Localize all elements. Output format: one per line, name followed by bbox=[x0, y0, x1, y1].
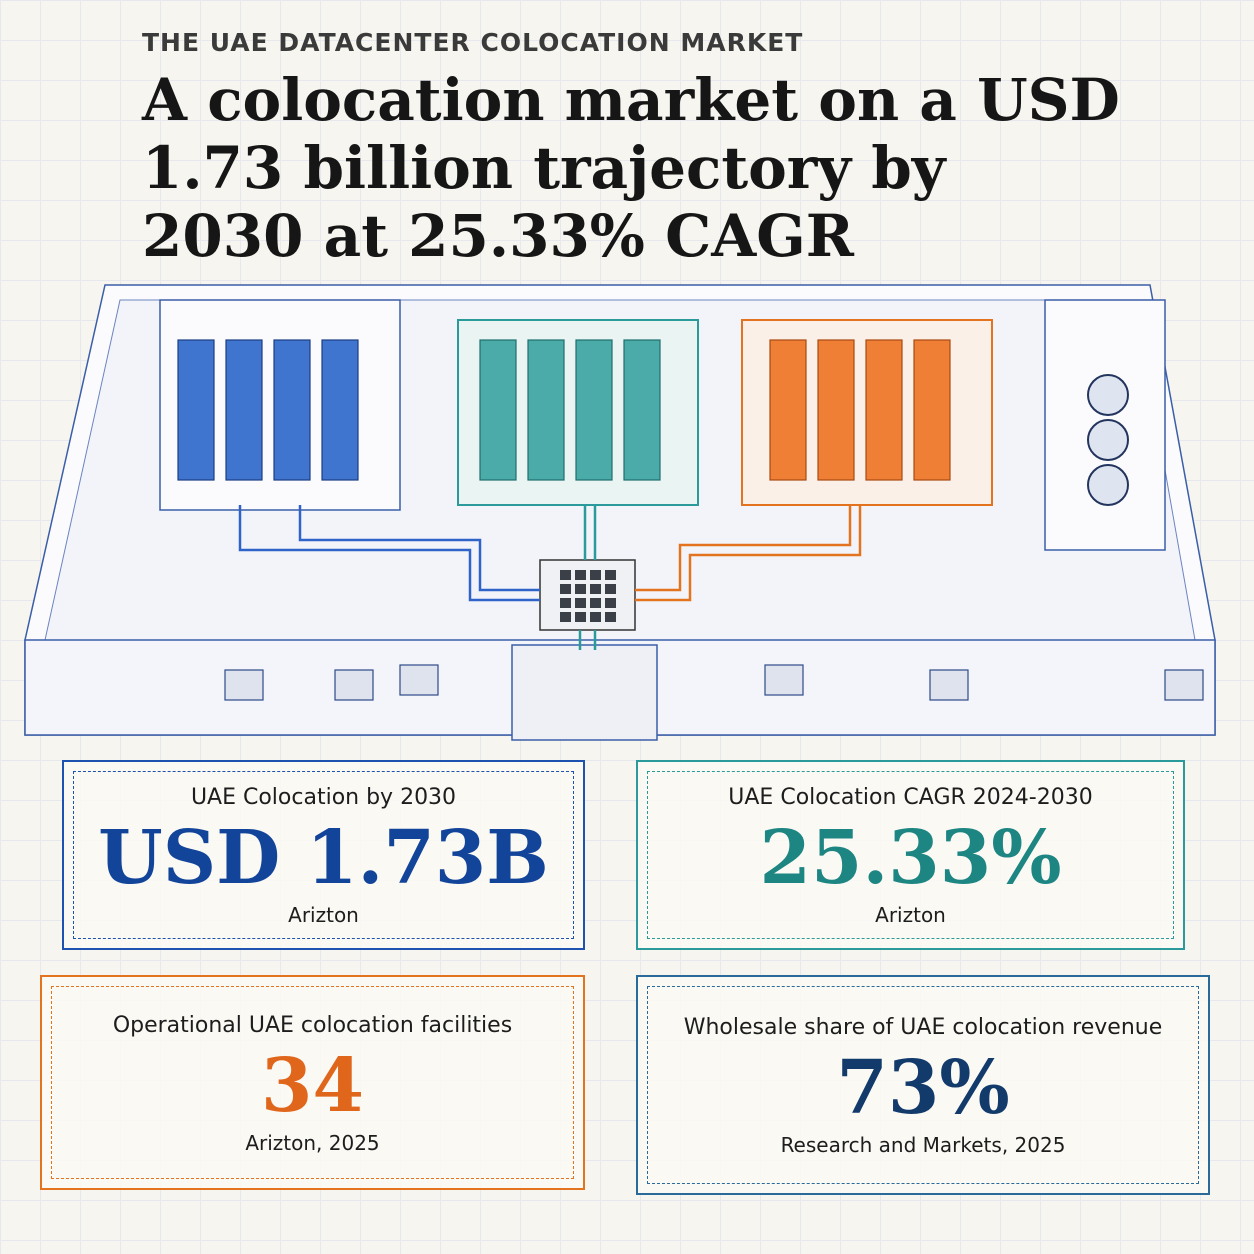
hub-port bbox=[560, 570, 571, 580]
server-rack bbox=[479, 339, 517, 481]
card-label: Wholesale share of UAE colocation revenu… bbox=[683, 1015, 1163, 1040]
card-label: UAE Colocation by 2030 bbox=[190, 785, 457, 810]
cable-blue bbox=[238, 505, 540, 602]
card-value: 73% bbox=[836, 1045, 1010, 1131]
window bbox=[399, 664, 439, 696]
floor-plan-illustration bbox=[24, 284, 1216, 741]
server-rack bbox=[273, 339, 311, 481]
hub-port bbox=[605, 612, 616, 622]
server-rack bbox=[769, 339, 807, 481]
server-rack bbox=[225, 339, 263, 481]
hub-port bbox=[605, 570, 616, 580]
hub-port bbox=[575, 570, 586, 580]
network-hub bbox=[539, 559, 636, 631]
card-source: Research and Markets, 2025 bbox=[780, 1133, 1066, 1157]
server-rack bbox=[575, 339, 613, 481]
hub-port bbox=[590, 612, 601, 622]
card-value: 25.33% bbox=[759, 815, 1062, 901]
stat-card: UAE Colocation CAGR 2024-2030 25.33% Ari… bbox=[636, 760, 1185, 950]
hub-port bbox=[575, 612, 586, 622]
window bbox=[929, 669, 969, 701]
fan bbox=[1087, 464, 1129, 506]
hub-port bbox=[575, 598, 586, 608]
card-source: Arizton, 2025 bbox=[245, 1130, 380, 1155]
kicker: THE UAE DATACENTER COLOCATION MARKET bbox=[142, 28, 804, 57]
server-rack bbox=[913, 339, 951, 481]
card-label: Operational UAE colocation facilities bbox=[112, 1012, 513, 1038]
hub-port bbox=[575, 584, 586, 594]
hub-port bbox=[605, 584, 616, 594]
card-value: USD 1.73B bbox=[98, 815, 549, 901]
hub-port bbox=[560, 584, 571, 594]
window bbox=[224, 669, 264, 701]
server-rack bbox=[865, 339, 903, 481]
server-rack bbox=[623, 339, 661, 481]
entrance bbox=[511, 644, 658, 741]
card-source: Arizton bbox=[875, 903, 946, 927]
headline: A colocation market on a USD 1.73 billio… bbox=[142, 66, 1120, 270]
server-rack bbox=[817, 339, 855, 481]
stat-card: UAE Colocation by 2030 USD 1.73B Arizton bbox=[62, 760, 585, 950]
cable-teal bbox=[578, 505, 597, 650]
card-value: 34 bbox=[261, 1042, 364, 1129]
hub-port bbox=[590, 584, 601, 594]
stat-card: Operational UAE colocation facilities 34… bbox=[40, 975, 585, 1190]
hub-port bbox=[605, 598, 616, 608]
window bbox=[764, 664, 804, 696]
cable-orange bbox=[635, 505, 852, 592]
fan bbox=[1087, 374, 1129, 416]
server-rack bbox=[527, 339, 565, 481]
hub-port bbox=[560, 612, 571, 622]
card-source: Arizton bbox=[288, 903, 359, 927]
hub-port bbox=[590, 598, 601, 608]
server-rack bbox=[321, 339, 359, 481]
hub-port bbox=[590, 570, 601, 580]
window bbox=[1164, 669, 1204, 701]
cable-blue bbox=[298, 505, 540, 592]
cable-orange bbox=[635, 505, 862, 602]
card-label: UAE Colocation CAGR 2024-2030 bbox=[728, 785, 1093, 810]
stat-card: Wholesale share of UAE colocation revenu… bbox=[636, 975, 1210, 1195]
server-rack bbox=[177, 339, 215, 481]
hub-port bbox=[560, 598, 571, 608]
fan bbox=[1087, 419, 1129, 461]
window bbox=[334, 669, 374, 701]
